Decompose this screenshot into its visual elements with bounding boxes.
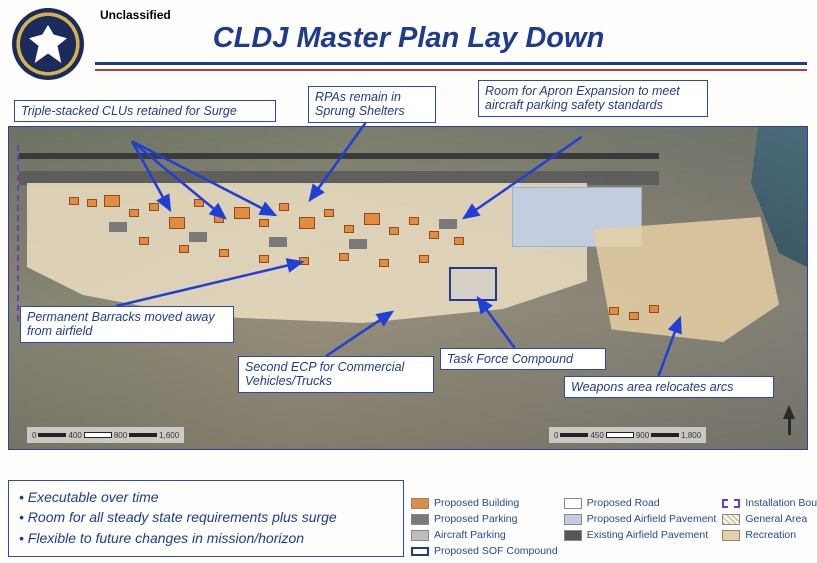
scale-tick: 0 xyxy=(32,431,36,440)
header-rule-secondary xyxy=(95,69,807,71)
legend-item: General Area xyxy=(722,513,817,525)
proposed-building xyxy=(409,217,419,225)
scale-tick: 900 xyxy=(636,431,649,440)
legend-label: Proposed Road xyxy=(587,497,660,509)
proposed-building xyxy=(87,199,97,207)
proposed-building xyxy=(629,312,639,320)
proposed-building xyxy=(609,307,619,315)
proposed-building xyxy=(104,195,120,207)
callout-clu: Triple-stacked CLUs retained for Surge xyxy=(14,100,276,122)
legend-item: Proposed Parking xyxy=(411,513,558,525)
legend-swatch xyxy=(722,514,740,525)
summary-bullets: Executable over timeRoom for all steady … xyxy=(8,480,404,557)
legend-item: Proposed Road xyxy=(564,497,717,509)
proposed-building xyxy=(339,253,349,261)
legend-swatch xyxy=(564,530,582,541)
legend-label: Installation Boundary xyxy=(745,497,817,509)
legend-swatch xyxy=(564,498,582,509)
proposed-building xyxy=(419,255,429,263)
callout-rpa: RPAs remain in Sprung Shelters xyxy=(308,86,436,123)
legend-label: General Area xyxy=(745,513,807,525)
proposed-building xyxy=(129,209,139,217)
legend-item: Proposed SOF Compound xyxy=(411,545,558,557)
sof-compound xyxy=(449,267,497,301)
legend-label: Proposed Building xyxy=(434,497,519,509)
scale-bar-right: 0 450 900 1,800 xyxy=(549,427,706,443)
legend-label: Existing Airfield Pavement xyxy=(587,529,708,541)
proposed-building xyxy=(259,219,269,227)
north-arrow-icon xyxy=(781,405,797,441)
callout-weapons: Weapons area relocates arcs xyxy=(564,376,774,398)
scale-tick: 0 xyxy=(554,431,558,440)
summary-bullet: Flexible to future changes in mission/ho… xyxy=(19,528,393,548)
page-title: CLDJ Master Plan Lay Down xyxy=(0,22,817,55)
header: Unclassified CLDJ Master Plan Lay Down xyxy=(0,0,817,78)
legend-item: Proposed Building xyxy=(411,497,558,509)
scale-bar-left: 0 400 800 1,600 xyxy=(27,427,184,443)
proposed-building xyxy=(279,203,289,211)
callout-apron: Room for Apron Expansion to meet aircraf… xyxy=(478,80,708,117)
map-legend: Proposed BuildingProposed RoadInstallati… xyxy=(411,497,809,557)
proposed-building xyxy=(344,225,354,233)
legend-swatch xyxy=(411,530,429,541)
proposed-building xyxy=(219,249,229,257)
proposed-building xyxy=(139,237,149,245)
scale-tick: 450 xyxy=(590,431,603,440)
proposed-building xyxy=(169,217,185,229)
proposed-building xyxy=(234,207,250,219)
legend-label: Proposed SOF Compound xyxy=(434,545,558,557)
legend-label: Proposed Airfield Pavement xyxy=(587,513,717,525)
proposed-building xyxy=(454,237,464,245)
proposed-building xyxy=(649,305,659,313)
proposed-building xyxy=(149,203,159,211)
proposed-building xyxy=(389,227,399,235)
legend-item: Proposed Airfield Pavement xyxy=(564,513,717,525)
proposed-building xyxy=(299,217,315,229)
legend-label: Recreation xyxy=(745,529,796,541)
scale-tick: 400 xyxy=(68,431,81,440)
proposed-building xyxy=(259,255,269,263)
scale-tick: 800 xyxy=(114,431,127,440)
proposed-building xyxy=(324,209,334,217)
site-map: 0 400 800 1,600 0 450 900 1,800 xyxy=(8,126,808,450)
legend-swatch xyxy=(411,498,429,509)
proposed-building xyxy=(379,259,389,267)
header-rule-primary xyxy=(95,62,807,65)
proposed-parking xyxy=(349,239,367,249)
legend-item: Recreation xyxy=(722,529,817,541)
proposed-building xyxy=(69,197,79,205)
proposed-building xyxy=(194,199,204,207)
proposed-building xyxy=(179,245,189,253)
legend-item: Aircraft Parking xyxy=(411,529,558,541)
proposed-parking xyxy=(109,222,127,232)
callout-ecp: Second ECP for Commercial Vehicles/Truck… xyxy=(238,356,434,393)
proposed-parking xyxy=(439,219,457,229)
proposed-building xyxy=(299,257,309,265)
proposed-parking xyxy=(189,232,207,242)
callout-barracks: Permanent Barracks moved away from airfi… xyxy=(20,306,234,343)
legend-label: Proposed Parking xyxy=(434,513,517,525)
callout-tfc: Task Force Compound xyxy=(440,348,606,370)
legend-item: Existing Airfield Pavement xyxy=(564,529,717,541)
legend-swatch xyxy=(722,499,740,508)
legend-swatch xyxy=(411,514,429,525)
legend-label: Aircraft Parking xyxy=(434,529,506,541)
legend-swatch xyxy=(722,530,740,541)
legend-swatch xyxy=(564,514,582,525)
legend-item: Installation Boundary xyxy=(722,497,817,509)
scale-tick: 1,600 xyxy=(159,431,179,440)
summary-bullet: Executable over time xyxy=(19,487,393,507)
proposed-building xyxy=(214,215,224,223)
recreation-area xyxy=(593,217,779,342)
proposed-parking xyxy=(269,237,287,247)
legend-swatch xyxy=(411,547,429,556)
proposed-building xyxy=(364,213,380,225)
proposed-building xyxy=(429,231,439,239)
summary-bullet: Room for all steady state requirements p… xyxy=(19,507,393,527)
classification-label: Unclassified xyxy=(100,8,171,22)
scale-tick: 1,800 xyxy=(681,431,701,440)
